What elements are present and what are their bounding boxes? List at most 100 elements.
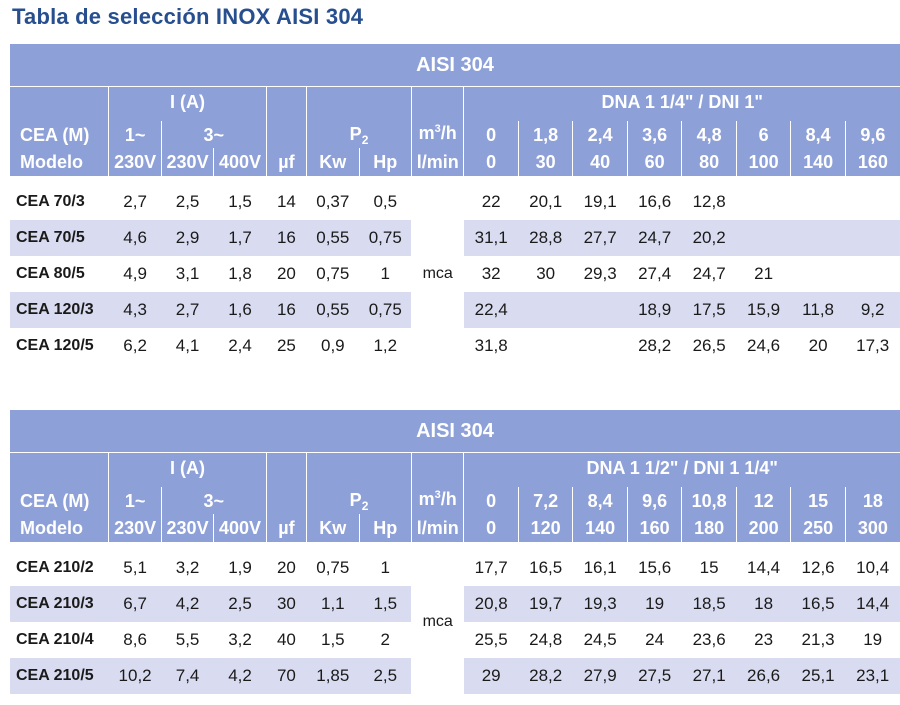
head-unit-mca: mca [411,550,464,694]
head-value: 32 [481,264,501,283]
head-value: 19,7 [518,586,573,622]
head-value [736,184,790,220]
head-value: 22 [481,192,501,211]
table-row: CEA 210/4 8,6 5,5 3,2 40 1,5 2 25,5 24,8 24,5 24 23… [10,622,900,658]
unit-head-blank [410,86,464,121]
head-value [572,292,628,328]
power-subscript: 2 [361,498,369,513]
head-value [573,328,627,364]
model-name: CEA 210/2 [16,559,94,576]
head-value: 12,8 [692,192,726,211]
head-value: 17,3 [856,336,890,355]
model-name: CEA 80/5 [16,265,85,282]
current-3ph-230v: 7,4 [161,658,214,694]
head-value: 18,9 [627,292,682,328]
head-value: 28,8 [518,220,573,256]
head-value [845,256,900,292]
flow-lmin-value: 140 [572,514,628,542]
unit-head-blank [410,452,464,487]
head-value: 21 [754,264,774,283]
single-phase-label: 1~ [108,121,162,148]
head-value: 12,6 [801,558,835,577]
model-name: CEA 210/5 [10,658,109,694]
power-kw: 0,37 [316,192,350,211]
head-value: 16,6 [638,192,672,211]
capacitor-uf: 16 [266,220,307,256]
table-row: CEA 70/5 4,6 2,9 1,7 16 0,55 0,75 31,1 28,8 27,7 2… [10,220,900,256]
power-p: P [349,123,362,144]
table-row: CEA 70/3 2,7 2,5 1,5 14 0,37 0,5 mca 22 20,1 19,1 1… [10,184,900,364]
flow-lmin-value: 60 [626,148,682,176]
current-3ph-400v: 1,6 [213,292,267,328]
flow-m3h-value: 9,6 [844,121,900,148]
current-1ph-230v: 6,7 [108,586,162,622]
dna-header: DNA 1 1/2" / DNI 1 1/4" [463,452,900,487]
power-kw: 1,1 [306,586,360,622]
current-1ph-230v: 5,1 [123,558,147,577]
head-value [790,220,846,256]
head-value: 17,5 [681,292,737,328]
current-3ph-230v: 4,1 [175,336,200,355]
flow-lmin-value: 140 [790,148,846,176]
flow-m3h-value: 10,8 [681,487,737,514]
power-hp: 1,5 [359,586,412,622]
flow-lmin-value: 120 [517,514,573,542]
head-value: 24 [645,630,665,649]
capacitor-uf: 16 [266,292,307,328]
current-3ph-230v: 2,7 [161,292,214,328]
model-name: CEA 70/5 [10,220,109,256]
head-value: 20,8 [463,586,519,622]
uf-head-blank [265,86,307,121]
head-value: 24,6 [747,336,781,355]
head-value: 18,5 [681,586,737,622]
head-value: 27,7 [572,220,628,256]
three-phase-label: 3~ [160,121,267,148]
current-3ph-400v: 4,2 [213,658,267,694]
head-value: 20,1 [529,192,563,211]
flow-m3h-value: 7,2 [517,487,573,514]
flow-m3h-value: 4,8 [681,121,737,148]
flow-m3h-value: 0 [463,487,519,514]
current-3ph-230v: 2,9 [161,220,214,256]
head-value: 15,6 [638,558,672,577]
head-value: 28,2 [638,336,672,355]
voltage-230-single: 230V [108,514,162,542]
m3h-superscript: 3 [434,489,441,501]
head-value [791,256,845,292]
current-1ph-230v: 10,2 [108,658,162,694]
power-hp: 0,75 [359,292,412,328]
head-value: 20 [808,336,828,355]
current-1ph-230v: 4,3 [108,292,162,328]
power-head-blank [306,86,412,121]
head-value: 29 [463,658,519,694]
flow-m3h-value: 0 [463,121,519,148]
power-hp: 0,5 [373,192,398,211]
flow-m3h-value: 1,8 [517,121,573,148]
flow-lmin-value: 300 [844,514,900,542]
flow-m3h-value: 6 [735,121,791,148]
single-phase-label: 1~ [108,487,162,514]
current-3ph-230v: 3,1 [175,264,200,283]
table1-grid: AISI 304 I (A) DNA 1 1/4" / DNI 1" CEA (M) 1… [10,44,900,364]
power-kw: 0,55 [306,220,360,256]
m3h-label: m3/h [410,487,464,514]
current-3ph-230v: 5,5 [175,630,200,649]
head-value: 27,5 [627,658,682,694]
head-value: 16,5 [790,586,846,622]
kw-label: Kw [306,148,360,176]
voltage-400-three: 400V [213,514,267,542]
table-row: CEA 210/3 6,7 4,2 2,5 30 1,1 1,5 20,8 19,7 19,3 19… [10,586,900,622]
head-value: 27,1 [681,658,737,694]
m3h-per-h: /h [440,123,457,143]
hp-label: Hp [358,514,412,542]
head-value: 27,9 [572,658,628,694]
flow-m3h-value: 3,6 [626,121,682,148]
head-value [845,220,900,256]
capacitor-uf: 25 [276,336,296,355]
head-value [518,292,573,328]
m3h-superscript: 3 [434,123,441,135]
lmin-label: l/min [410,514,464,542]
material-header: AISI 304 [10,410,900,453]
model-name: CEA 120/5 [16,337,94,354]
current-1ph-230v: 8,6 [123,630,147,649]
